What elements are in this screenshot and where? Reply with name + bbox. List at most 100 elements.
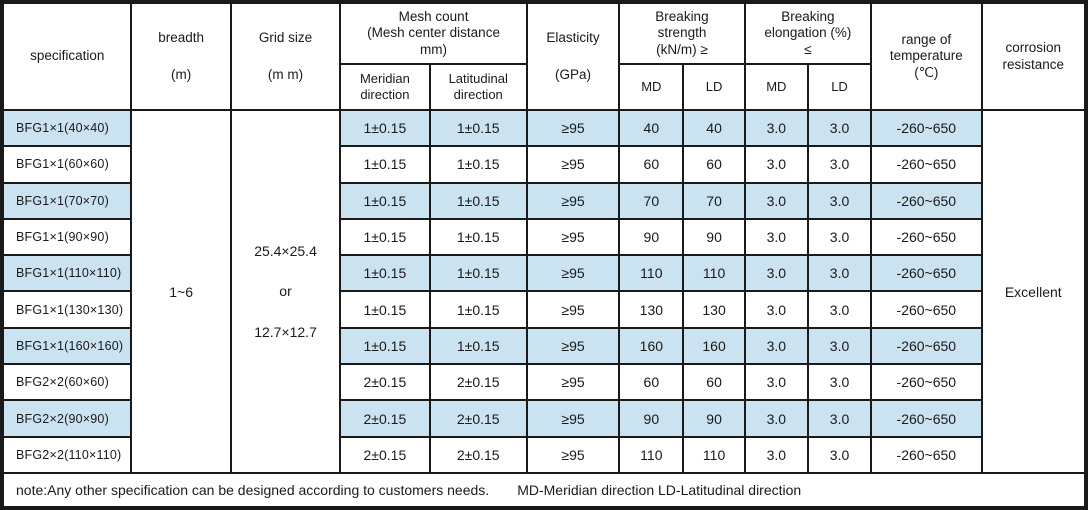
latitudinal-cell: 2±0.15 [428, 399, 528, 438]
meridian-cell: 2±0.15 [339, 435, 431, 475]
elasticity-cell: ≥95 [525, 290, 621, 329]
elongation-ld-cell: 3.0 [806, 145, 873, 184]
col-header-specification: specification [0, 1, 133, 111]
table-header: specification breadth (m) Grid size (m m… [0, 1, 1088, 111]
elongation-ld-cell: 3.0 [806, 326, 873, 366]
strength-ld-cell: 40 [682, 108, 746, 148]
temperature-cell: -260~650 [870, 399, 983, 438]
specification-cell: BFG1×1(160×160) [0, 326, 133, 366]
strength-md-cell: 110 [618, 435, 685, 475]
strength-md-cell: 40 [618, 108, 685, 148]
strength-ld-cell: 130 [682, 290, 746, 329]
strength-md-cell: 90 [618, 399, 685, 438]
strength-md-cell: 60 [618, 363, 685, 402]
latitudinal-cell: 1±0.15 [428, 326, 528, 366]
col-header-temperature-range: range of temperature (℃) [870, 1, 983, 111]
elongation-ld-cell: 3.0 [806, 435, 873, 475]
temperature-cell: -260~650 [870, 435, 983, 475]
meridian-cell: 1±0.15 [339, 254, 431, 293]
strength-ld-cell: 90 [682, 217, 746, 257]
elongation-md-cell: 3.0 [743, 363, 809, 402]
col-header-grid-size: Grid size (m m) [229, 1, 342, 111]
latitudinal-cell: 1±0.15 [428, 108, 528, 148]
table-row: BFG1×1(110×110) 1±0.15 1±0.15 ≥95 110 110 3.0 3… [0, 254, 1086, 293]
strength-ld-cell: 70 [682, 181, 746, 220]
strength-ld-cell: 60 [682, 145, 746, 184]
specification-cell: BFG1×1(130×130) [0, 290, 133, 329]
strength-md-cell: 110 [618, 254, 685, 293]
specification-cell: BFG2×2(90×90) [0, 399, 133, 438]
grid-size-merged-cell: 25.4×25.4 or 12.7×12.7 [229, 109, 342, 474]
elongation-md-cell: 3.0 [743, 108, 809, 148]
temperature-cell: -260~650 [870, 290, 983, 329]
table-row: BFG1×1(70×70) 1±0.15 1±0.15 ≥95 70 70 3.0 3.0 -2… [0, 181, 1086, 220]
elasticity-cell: ≥95 [525, 399, 621, 438]
elongation-ld-cell: 3.0 [806, 363, 873, 402]
elasticity-cell: ≥95 [525, 363, 621, 402]
note-row: note:Any other specification can be desi… [1, 472, 1087, 509]
col-header-meridian-direction: Meridian direction [339, 63, 431, 111]
temperature-cell: -260~650 [870, 181, 983, 220]
note-legend: MD-Meridian direction LD-Latitudinal dir… [517, 482, 802, 498]
note-cell: note:Any other specification can be desi… [1, 472, 1087, 509]
col-header-latitudinal-direction: Latitudinal direction [428, 63, 528, 111]
meridian-cell: 1±0.15 [339, 290, 431, 329]
elongation-ld-cell: 3.0 [806, 217, 873, 257]
temperature-cell: -260~650 [870, 363, 983, 402]
specification-cell: BFG1×1(90×90) [0, 217, 133, 257]
elasticity-cell: ≥95 [525, 435, 621, 475]
latitudinal-cell: 1±0.15 [428, 290, 528, 329]
table-row: BFG2×2(110×110) 2±0.15 2±0.15 ≥95 110 110 3.0 3… [0, 435, 1086, 475]
strength-ld-cell: 110 [682, 435, 746, 475]
elasticity-cell: ≥95 [525, 145, 621, 184]
specification-cell: BFG1×1(70×70) [0, 181, 133, 220]
elongation-md-cell: 3.0 [743, 290, 809, 329]
temperature-cell: -260~650 [870, 108, 983, 148]
table-row: BFG2×2(60×60) 2±0.15 2±0.15 ≥95 60 60 3.0 3.0 -2… [0, 363, 1086, 402]
elasticity-cell: ≥95 [525, 254, 621, 293]
corrosion-merged-cell: Excellent [980, 109, 1088, 474]
latitudinal-cell: 1±0.15 [428, 145, 528, 184]
specification-cell: BFG1×1(40×40) [0, 108, 133, 148]
elongation-md-cell: 3.0 [743, 326, 809, 366]
elasticity-cell: ≥95 [525, 181, 621, 220]
temperature-cell: -260~650 [870, 145, 983, 184]
elasticity-cell: ≥95 [525, 326, 621, 366]
latitudinal-cell: 1±0.15 [428, 254, 528, 293]
spec-table-body: BFG1×1(40×40) 1~6 25.4×25.4 or 12.7×12.7 1±… [0, 108, 1088, 475]
header-sub-row: Meridian direction Latitudinal direction… [2, 63, 1086, 111]
specification-cell: BFG1×1(60×60) [0, 145, 133, 184]
meridian-cell: 1±0.15 [339, 145, 431, 184]
elasticity-cell: ≥95 [525, 108, 621, 148]
strength-md-cell: 160 [618, 326, 685, 366]
col-header-strength-ld: LD [682, 63, 746, 111]
col-header-elongation-md: MD [743, 63, 809, 111]
temperature-cell: -260~650 [870, 217, 983, 257]
breadth-merged-cell: 1~6 [130, 109, 232, 474]
elongation-md-cell: 3.0 [743, 254, 809, 293]
strength-ld-cell: 160 [682, 326, 746, 366]
table-row: BFG1×1(130×130) 1±0.15 1±0.15 ≥95 130 130 3.0 3… [0, 290, 1086, 329]
meridian-cell: 1±0.15 [339, 326, 431, 366]
temperature-cell: -260~650 [870, 326, 983, 366]
col-header-corrosion-resistance: corrosion resistance [980, 1, 1088, 111]
specification-cell: BFG1×1(110×110) [0, 254, 133, 293]
col-header-elongation-ld: LD [806, 63, 873, 111]
table-footer: note:Any other specification can be desi… [1, 472, 1087, 509]
header-group-row: specification breadth (m) Grid size (m m… [0, 1, 1088, 111]
elongation-md-cell: 3.0 [743, 181, 809, 220]
col-header-strength-md: MD [618, 63, 685, 111]
strength-md-cell: 90 [618, 217, 685, 257]
elongation-md-cell: 3.0 [743, 435, 809, 475]
specification-cell: BFG2×2(60×60) [0, 363, 133, 402]
col-header-mesh-count-group: Mesh count (Mesh center distance mm) [339, 1, 528, 65]
strength-md-cell: 60 [618, 145, 685, 184]
latitudinal-cell: 1±0.15 [428, 181, 528, 220]
col-header-breaking-elongation-group: Breaking elongation (%) ≤ [743, 1, 873, 65]
meridian-cell: 2±0.15 [339, 399, 431, 438]
col-header-breadth: breadth (m) [130, 1, 232, 111]
strength-ld-cell: 60 [682, 363, 746, 402]
meridian-cell: 1±0.15 [339, 181, 431, 220]
col-header-elasticity: Elasticity (GPa) [525, 1, 621, 111]
